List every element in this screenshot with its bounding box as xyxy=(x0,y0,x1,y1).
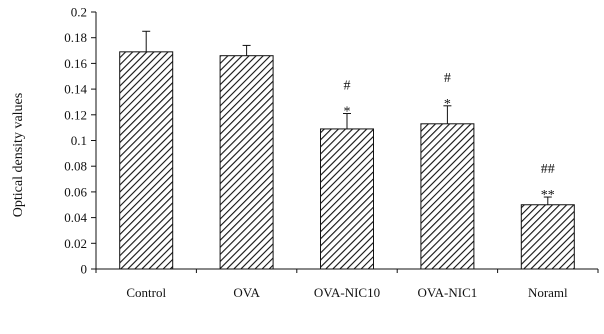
plot-area: 0 0.02 0.04 0.06 0.08 0.1 0.12 0.14 0.16 0.18 0.2 C… xyxy=(64,5,599,300)
significance-annotation: * xyxy=(444,97,451,112)
y-tick-label: 0.14 xyxy=(64,82,87,97)
x-tick-label-control: Control xyxy=(126,285,166,300)
y-tick-label: 0.18 xyxy=(64,30,87,45)
x-tick-label-noraml: Noraml xyxy=(528,285,568,300)
significance-annotation: ## xyxy=(541,162,555,177)
x-tick-label-ova-nic1: OVA-NIC1 xyxy=(418,285,478,300)
x-tick-label-ova: OVA xyxy=(233,285,260,300)
y-tick-label: 0.06 xyxy=(64,184,87,199)
y-tick-label: 0.02 xyxy=(64,236,87,251)
bar-ova xyxy=(219,55,274,270)
significance-annotation: # xyxy=(344,79,351,94)
significance-annotation: # xyxy=(444,71,451,86)
y-tick-label: 0.12 xyxy=(64,107,87,122)
y-tick-label: 0.1 xyxy=(71,133,87,148)
bar-control xyxy=(119,51,174,270)
bar-ova-nic10 xyxy=(320,128,374,270)
y-tick-label: 0.08 xyxy=(64,159,87,174)
bar-noraml xyxy=(520,204,575,270)
significance-annotation: * xyxy=(344,105,351,120)
bar-ova-nic1 xyxy=(420,123,475,270)
y-axis-label: Optical density values xyxy=(11,93,26,217)
y-tick-label: 0 xyxy=(81,262,88,277)
x-tick-label-ova-nic10: OVA-NIC10 xyxy=(314,285,380,300)
significance-annotation: ** xyxy=(541,188,555,203)
y-tick-label: 0.16 xyxy=(64,56,87,71)
y-tick-label: 0.04 xyxy=(64,210,87,225)
y-tick-label: 0.2 xyxy=(71,5,87,20)
y-axis-label-group: Optical density values xyxy=(11,93,26,217)
